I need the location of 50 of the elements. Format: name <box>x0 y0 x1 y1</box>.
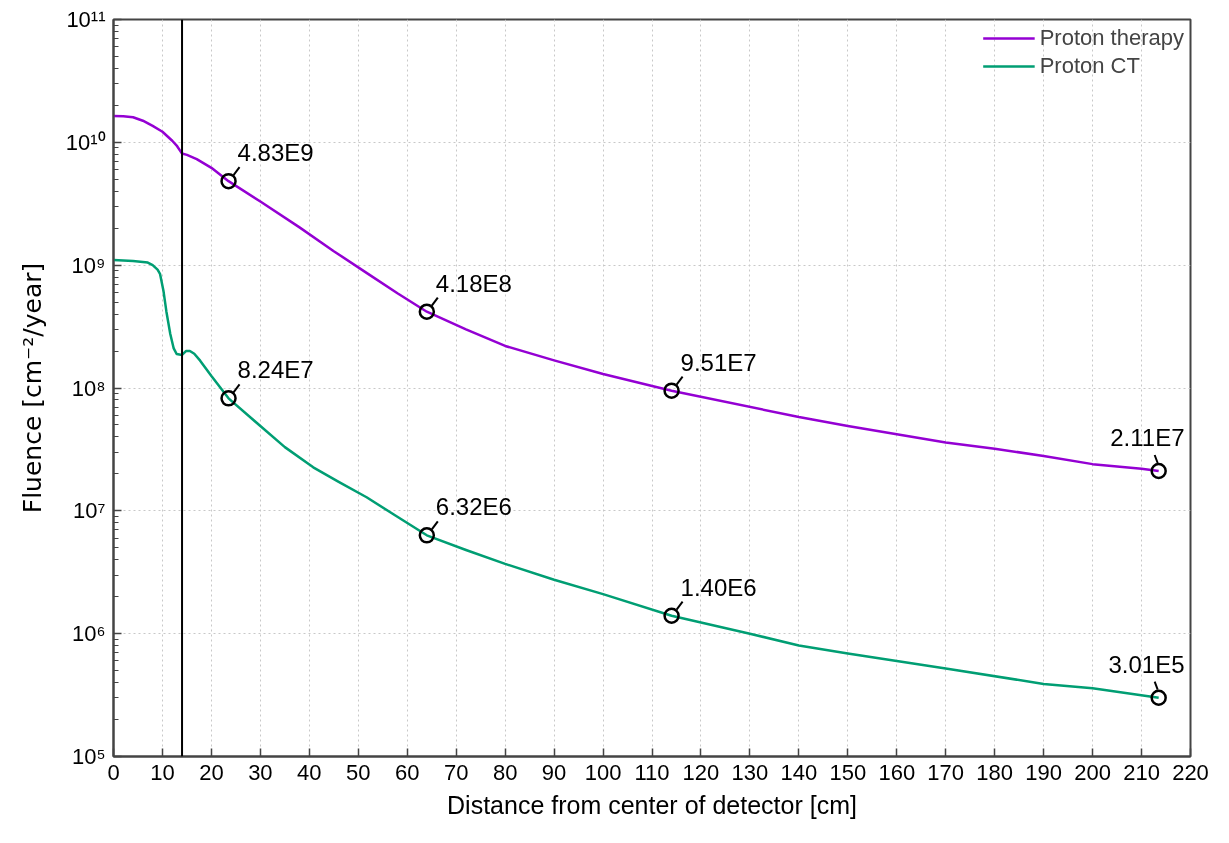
x-tick-label: 200 <box>1074 759 1111 785</box>
y-tick-label: 10¹⁰ <box>65 129 106 155</box>
data-label: 1.40E6 <box>680 573 757 601</box>
y-tick-label: 10⁵ <box>71 744 106 769</box>
x-tick-label: 90 <box>541 759 567 785</box>
y-tick-label: 10⁸ <box>71 375 106 401</box>
point <box>220 172 237 190</box>
x-tick-label: 60 <box>394 759 420 785</box>
x-tick-label: 190 <box>1025 759 1062 785</box>
x-tick-label: 170 <box>927 759 965 785</box>
x-tick-label: 30 <box>248 759 273 785</box>
point <box>220 390 237 407</box>
data-label: 8.24E7 <box>237 356 314 384</box>
y-tick-label: 10¹¹ <box>66 7 106 32</box>
x-tick-label: 130 <box>731 759 769 785</box>
x-tick-label: 180 <box>976 759 1014 785</box>
data-label: 3.01E5 <box>1108 650 1185 678</box>
point <box>418 527 436 544</box>
x-tick-label: 40 <box>297 759 322 785</box>
x-tick-label: 50 <box>346 759 371 785</box>
y-tick-label: 10⁹ <box>71 252 106 278</box>
point <box>418 303 436 320</box>
x-tick-label: 80 <box>492 759 518 785</box>
x-tick-label: 140 <box>780 759 818 785</box>
legend-label: Proton CT <box>1039 53 1140 79</box>
x-tick-label: 20 <box>199 759 224 785</box>
x-tick-label: 150 <box>829 759 867 785</box>
x-tick-label: 0 <box>107 759 120 785</box>
x-tick-label: 160 <box>878 759 916 785</box>
data-label: 9.51E7 <box>680 348 757 376</box>
x-tick-label: 220 <box>1172 759 1209 785</box>
point <box>663 607 680 624</box>
data-label: 2.11E7 <box>1110 424 1185 451</box>
x-tick-label: 210 <box>1123 759 1160 785</box>
x-tick-label: 10 <box>150 759 175 785</box>
point <box>663 382 680 399</box>
y-tick-label: 10⁶ <box>71 621 106 647</box>
data-label: 4.83E9 <box>237 139 314 167</box>
y-tick-label: 10⁷ <box>73 498 106 524</box>
data-label: 6.32E6 <box>435 493 512 521</box>
y-axis-title: Fluence [cm⁻²/year] <box>17 262 47 514</box>
legend-label: Proton therapy <box>1039 25 1184 51</box>
point <box>1150 689 1167 706</box>
data-label: 4.18E8 <box>435 269 512 297</box>
x-axis-title: Distance from center of detector [cm] <box>447 790 857 819</box>
point <box>1150 462 1167 480</box>
x-tick-label: 100 <box>584 759 622 785</box>
x-tick-label: 120 <box>682 759 720 785</box>
x-tick-label: 70 <box>443 759 469 785</box>
x-tick-label: 110 <box>634 759 670 785</box>
